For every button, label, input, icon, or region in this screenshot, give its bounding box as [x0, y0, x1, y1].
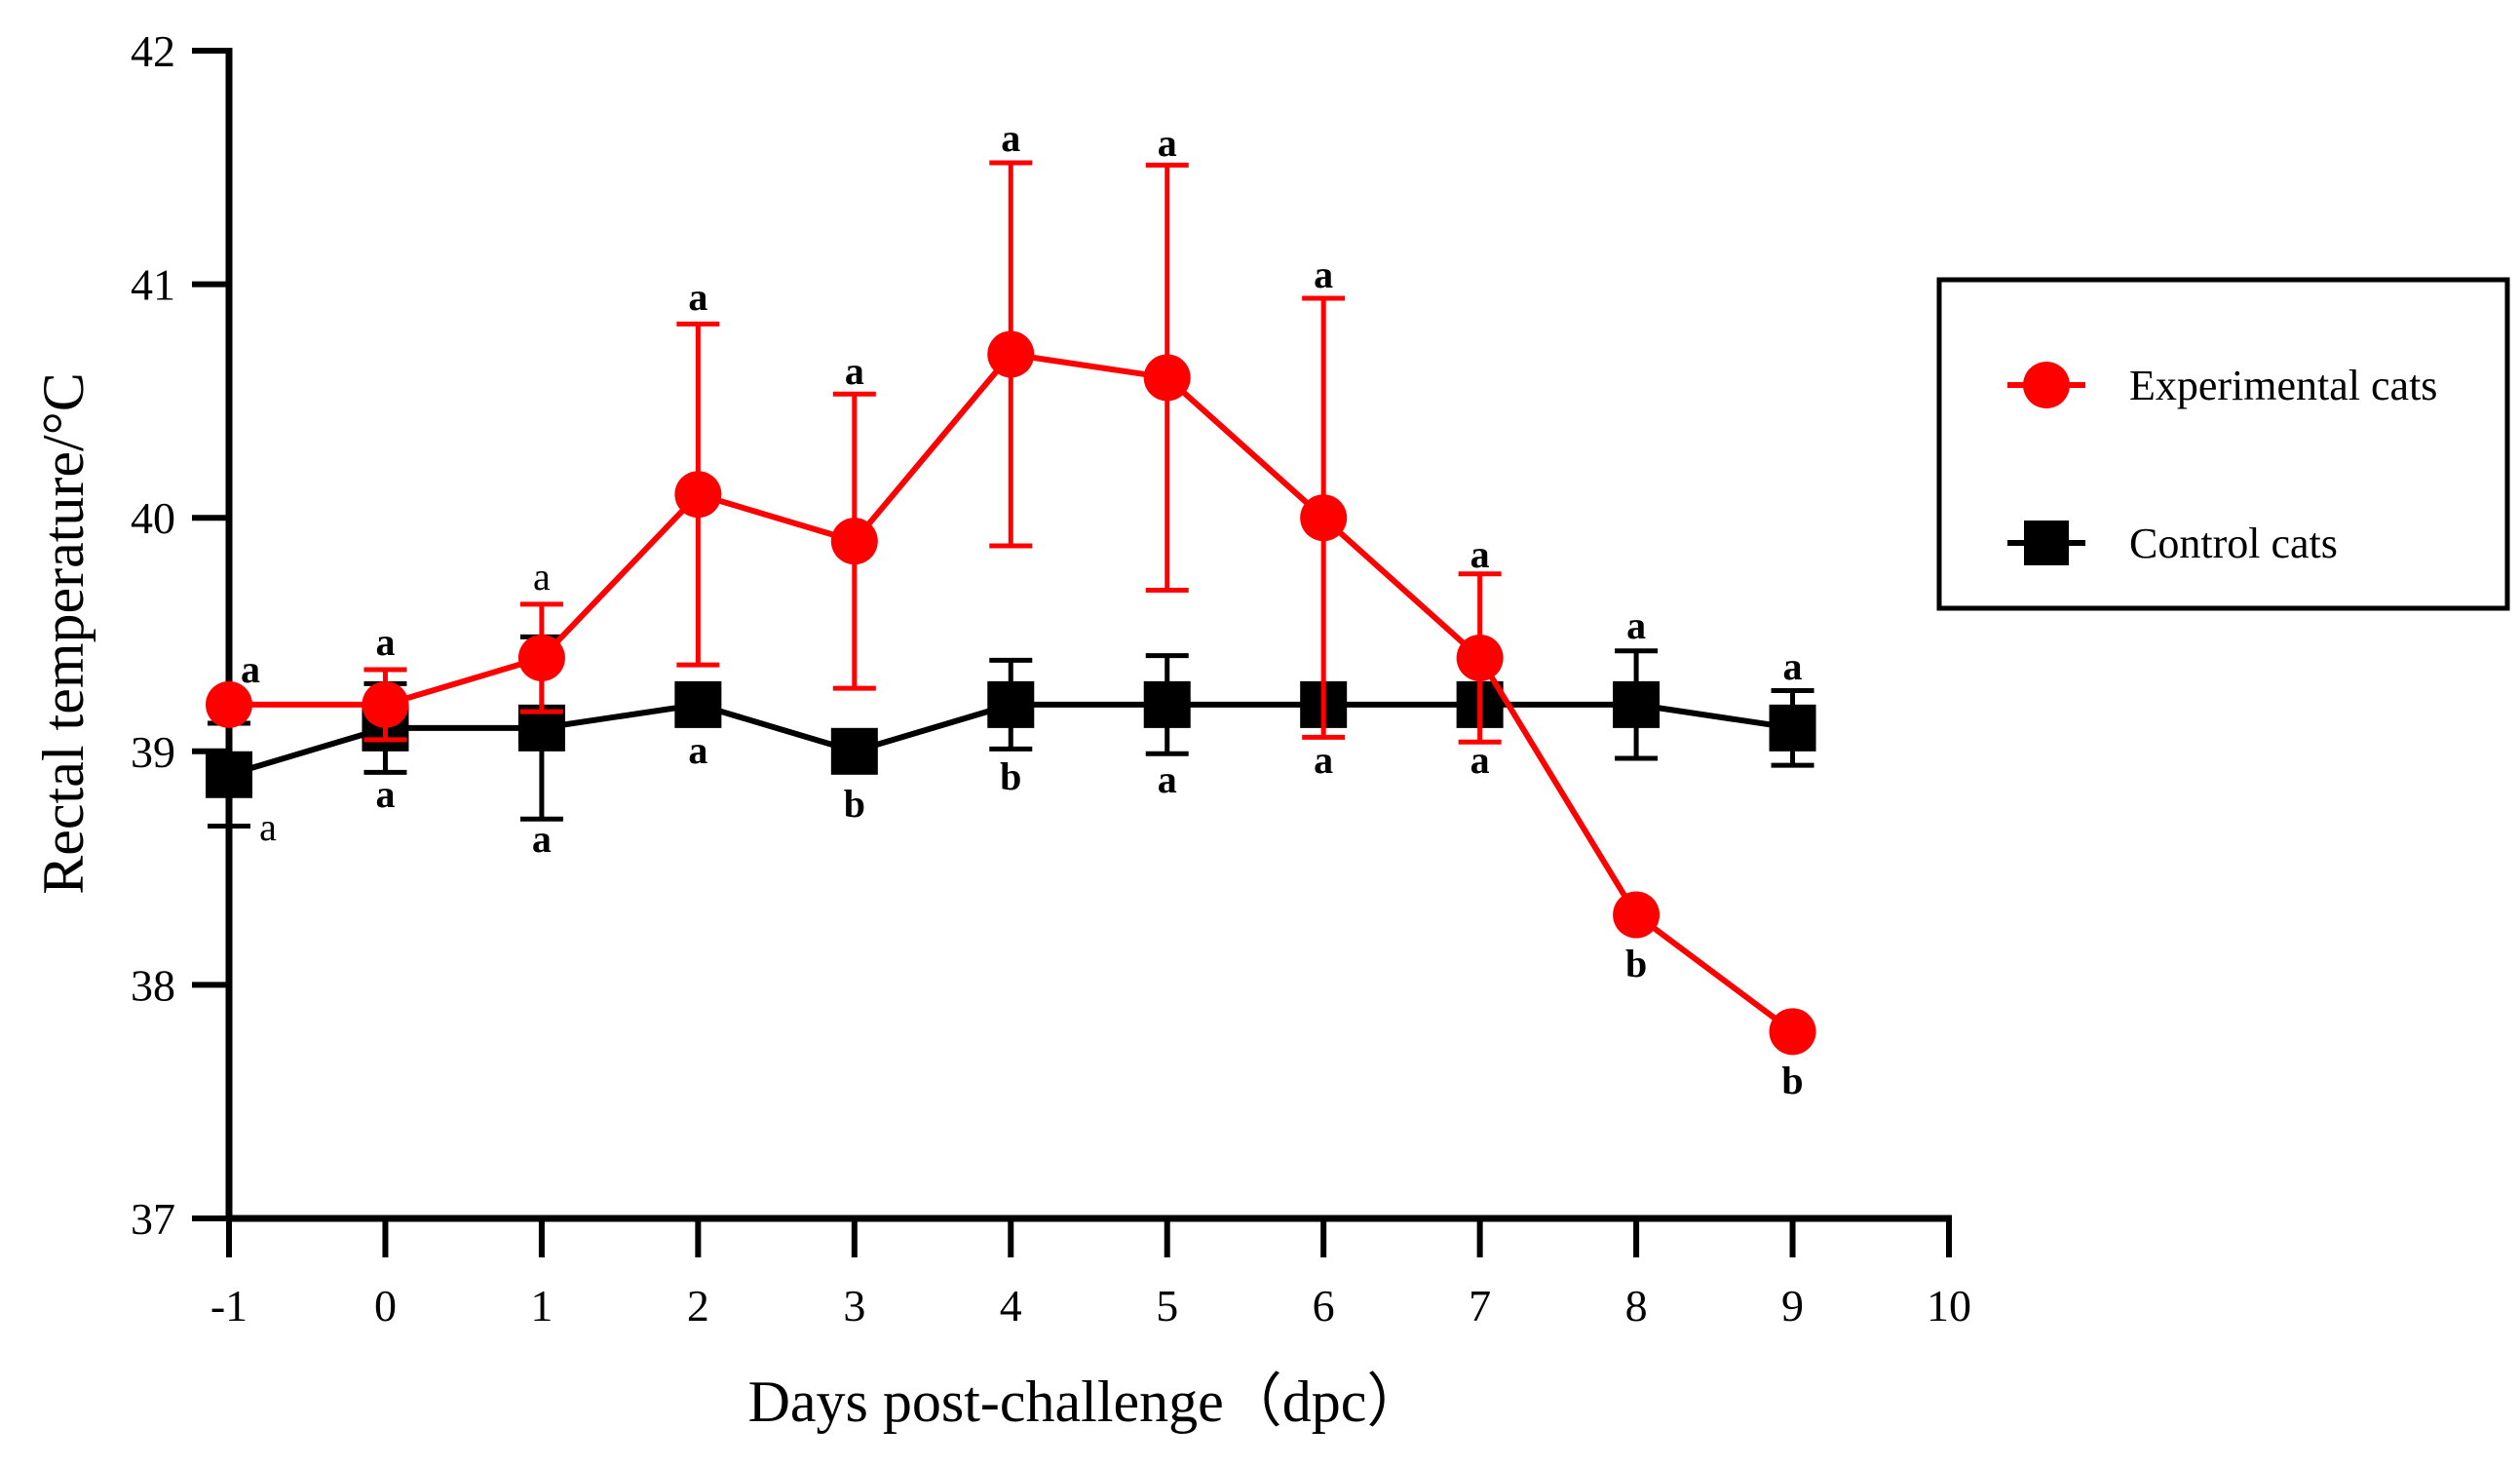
x-tick-label: 9	[1781, 1281, 1804, 1331]
x-tick-label: 3	[843, 1281, 865, 1331]
significance-labels: a a a a a a a a a b b a a a a b b a a a a a	[241, 116, 1804, 1102]
y-axis-title: Rectal temperature/°C	[31, 372, 95, 894]
x-axis-title: Days post-challenge（dpc）	[748, 1370, 1426, 1434]
y-tick-label: 40	[131, 493, 175, 543]
sig-label-control: b	[1000, 754, 1021, 798]
data-point	[674, 680, 722, 728]
sig-label-experimental: a	[241, 647, 260, 691]
sig-label-control: a	[1626, 603, 1646, 647]
data-point	[674, 471, 722, 519]
sig-label-control: a	[1783, 644, 1803, 688]
sig-label-experimental: a	[1470, 532, 1490, 576]
legend: Experimental cats Control cats	[1936, 277, 2510, 611]
x-tick-label: 2	[687, 1281, 709, 1331]
data-point	[1769, 1008, 1816, 1056]
sig-label-control: a	[1470, 738, 1490, 782]
sig-label-control: a	[1158, 757, 1177, 801]
data-point	[1143, 680, 1191, 728]
sig-label-control: a	[532, 817, 552, 861]
y-tick-label: 42	[131, 26, 175, 76]
axes: 37 38 39 40 41 42 -1 0 1 2 3 4 5 6 7 8 9 10	[131, 26, 1971, 1331]
sig-label-control: b	[844, 782, 865, 826]
x-tick-label: 5	[1156, 1281, 1178, 1331]
sig-label-experimental: a	[1158, 121, 1177, 165]
data-point	[1143, 354, 1191, 402]
data-point	[206, 751, 252, 798]
data-point	[1769, 704, 1816, 752]
sig-label-control: a	[688, 728, 707, 772]
sig-label-experimental: a	[845, 349, 864, 393]
x-tick-label: 7	[1469, 1281, 1491, 1331]
x-tick-label: 6	[1313, 1281, 1335, 1331]
series-experimental	[206, 160, 1816, 1056]
series-layer	[206, 160, 1816, 1056]
sig-label-experimental: b	[1781, 1059, 1803, 1102]
sig-label-control: a	[375, 772, 395, 816]
x-tick-label: 10	[1927, 1281, 1971, 1331]
y-tick-label: 39	[131, 727, 175, 777]
data-point	[1613, 680, 1661, 728]
legend-label-control: Control cats	[2129, 520, 2338, 567]
sig-label-experimental: a	[533, 555, 551, 598]
legend-label-experimental: Experimental cats	[2129, 362, 2437, 409]
data-point	[1456, 634, 1504, 681]
sig-label-control: a	[259, 805, 277, 849]
y-tick-label: 37	[131, 1194, 175, 1244]
sig-label-experimental: a	[688, 275, 707, 319]
sig-label-experimental: b	[1625, 942, 1647, 985]
sig-label-experimental: a	[375, 620, 395, 664]
y-tick-label: 38	[131, 960, 175, 1010]
data-point	[1613, 891, 1661, 939]
data-point	[1300, 494, 1348, 542]
data-point	[987, 680, 1035, 728]
data-point	[830, 727, 878, 775]
y-tick-label: 41	[131, 260, 175, 310]
x-tick-label: 0	[374, 1281, 397, 1331]
data-point	[362, 680, 409, 728]
sig-label-experimental: a	[1001, 116, 1020, 160]
x-tick-label: -1	[210, 1281, 248, 1331]
sig-label-experimental: a	[1314, 252, 1333, 296]
x-tick-label: 8	[1625, 1281, 1648, 1331]
legend-marker-experimental	[2023, 362, 2070, 408]
data-point	[987, 330, 1035, 378]
x-tick-label: 1	[530, 1281, 553, 1331]
legend-marker-control	[2024, 521, 2069, 565]
sig-label-control: a	[1314, 738, 1333, 782]
x-tick-label: 4	[1000, 1281, 1022, 1331]
data-point	[517, 634, 565, 681]
data-point	[830, 518, 878, 565]
data-point	[206, 680, 252, 728]
